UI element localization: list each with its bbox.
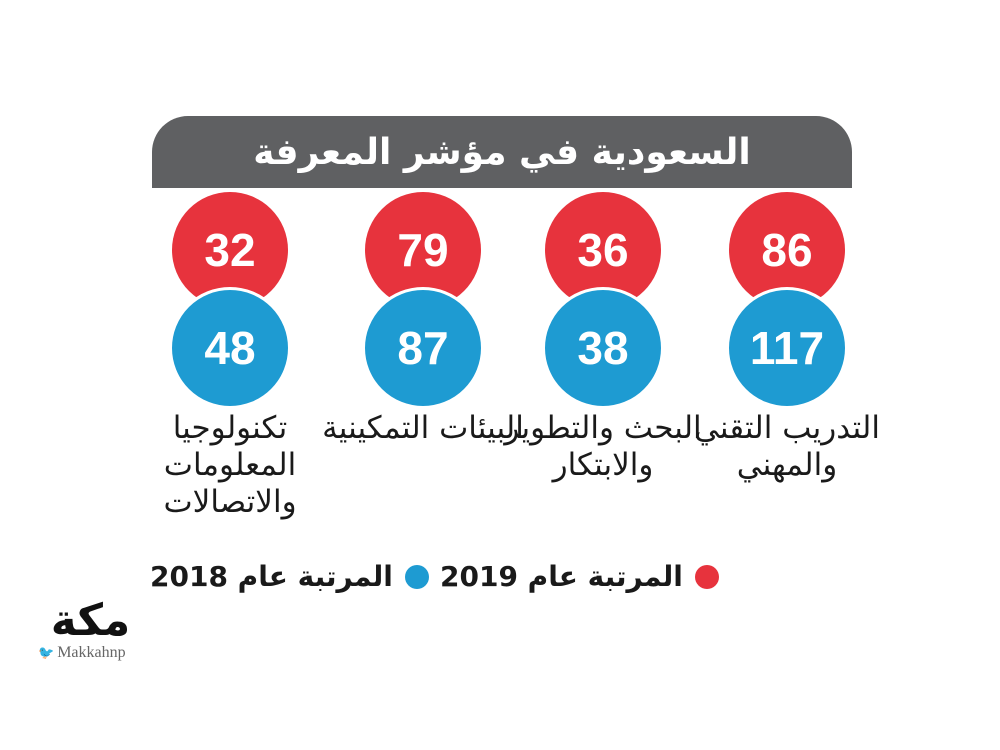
rank-2018-circle: 117 — [726, 287, 848, 409]
rank-2018-circle: 48 — [169, 287, 291, 409]
category-label: البحث والتطوير والابتكار — [504, 410, 702, 483]
twitter-handle: Makkahnp — [57, 644, 126, 661]
legend-label-2019: المرتبة عام 2019 — [440, 560, 683, 593]
chart-title-bar: السعودية في مؤشر المعرفة — [152, 116, 852, 188]
blue-dot-icon — [404, 564, 429, 589]
twitter-icon: 🐦 — [38, 645, 55, 660]
legend-label-2018: المرتبة عام 2018 — [150, 560, 393, 593]
legend-item-2018: المرتبة عام 2018 — [150, 560, 429, 593]
red-dot-icon — [694, 564, 719, 589]
logo-text: مكة — [50, 595, 131, 646]
chart-title: السعودية في مؤشر المعرفة — [253, 131, 751, 173]
makkah-logo: مكة 🐦 Makkahnp — [38, 598, 143, 662]
category-label: التدريب التقني والمهني — [694, 410, 880, 483]
rank-2018-circle: 38 — [542, 287, 664, 409]
category-label: تكنولوجيا المعلومات والاتصالات — [163, 410, 297, 520]
legend-item-2019: المرتبة عام 2019 — [440, 560, 719, 593]
category-label: البيئات التمكينية — [322, 410, 524, 446]
rank-2018-circle: 87 — [362, 287, 484, 409]
